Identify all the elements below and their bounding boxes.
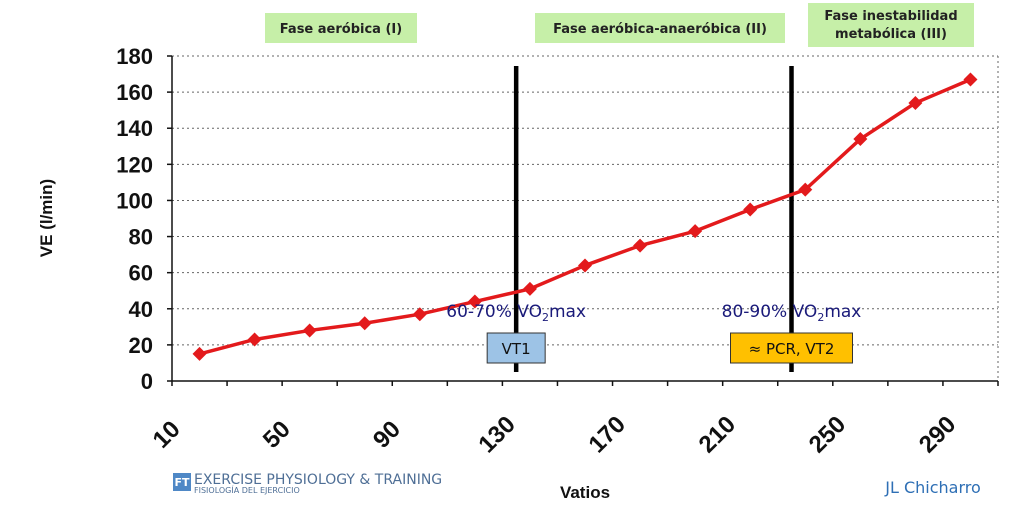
x-tick-label-50: 50 xyxy=(258,416,296,454)
x-axis-title: Vatios xyxy=(560,483,610,502)
data-point-80 xyxy=(357,316,372,331)
data-point-160 xyxy=(578,258,592,273)
y-axis-title: VE (l/min) xyxy=(37,179,56,257)
data-point-60 xyxy=(302,323,317,338)
data-point-280 xyxy=(908,95,923,110)
y-tick-label-40: 40 xyxy=(129,297,153,322)
data-point-120 xyxy=(467,294,482,309)
data-point-180 xyxy=(633,238,648,253)
x-tick-label-90: 90 xyxy=(368,416,406,454)
y-tick-label-80: 80 xyxy=(129,225,153,250)
x-tick-label-170: 170 xyxy=(584,411,631,458)
x-tick-label-130: 130 xyxy=(473,411,520,458)
phase-label-2-text: Fase aeróbica-anaeróbica (II) xyxy=(553,22,767,37)
threshold-box-label-2: ≈ PCR, VT2 xyxy=(749,340,835,358)
phase-labels: Fase aeróbica (I) Fase aeróbica-anaeróbi… xyxy=(265,3,974,47)
x-tick-label-10: 10 xyxy=(148,416,186,454)
x-tick-labels: 10 50 90 130 170 210 250 290 xyxy=(148,411,962,458)
phase-label-2: Fase aeróbica-anaeróbica (II) xyxy=(535,13,785,43)
author-credit: JL Chicharro xyxy=(884,478,981,497)
logo-mark-icon xyxy=(173,473,191,491)
threshold-box-label-1: VT1 xyxy=(502,340,531,358)
data-point-220 xyxy=(743,202,758,217)
y-tick-label-180: 180 xyxy=(116,44,153,69)
gridlines xyxy=(172,55,999,381)
y-tick-label-0: 0 xyxy=(141,369,153,394)
axes xyxy=(167,55,999,386)
logo-title: EXERCISE PHYSIOLOGY & TRAINING xyxy=(194,472,442,488)
phase-label-1: Fase aeróbica (I) xyxy=(265,13,417,43)
y-tick-label-20: 20 xyxy=(129,333,153,358)
x-tick-label-210: 210 xyxy=(694,411,741,458)
logo-mark-text: FT xyxy=(174,476,190,489)
threshold-box-1 xyxy=(486,332,546,364)
y-tick-label-100: 100 xyxy=(116,188,153,213)
exercise-physiology-logo: FT EXERCISE PHYSIOLOGY & TRAINING FISIOL… xyxy=(173,472,442,495)
logo-subtitle: FISIOLOGÍA DEL EJERCICIO xyxy=(194,484,300,495)
data-point-20 xyxy=(192,346,207,361)
y-tick-label-120: 120 xyxy=(116,152,153,177)
phase-label-3: Fase inestabilidad metabólica (III) xyxy=(808,3,974,47)
vo2-label-1: 60-70% VO2max xyxy=(446,302,586,324)
y-tick-label-140: 140 xyxy=(116,116,153,141)
data-point-40 xyxy=(247,332,262,347)
phase-label-1-text: Fase aeróbica (I) xyxy=(280,22,402,37)
data-point-240 xyxy=(798,182,813,197)
threshold-annotations: 60-70% VO2max VT1 80-90% VO2max ≈ PCR, VT2 xyxy=(446,302,862,364)
vo2-label-2: 80-90% VO2max xyxy=(722,302,862,324)
y-tick-label-60: 60 xyxy=(129,261,153,286)
phase-label-3-line1: Fase inestabilidad xyxy=(824,9,957,24)
threshold-lines xyxy=(513,66,794,372)
data-point-140 xyxy=(522,281,537,296)
threshold-box-2 xyxy=(730,332,853,364)
x-tick-label-250: 250 xyxy=(804,411,851,458)
data-point-300 xyxy=(963,72,978,87)
y-tick-label-160: 160 xyxy=(116,80,153,105)
data-point-100 xyxy=(412,307,427,322)
series-ve xyxy=(192,72,978,361)
y-tick-labels: 0 20 40 60 80 100 120 140 160 180 xyxy=(116,44,153,394)
phase-label-3-line2: metabólica (III) xyxy=(835,27,947,42)
data-point-200 xyxy=(688,224,703,239)
x-tick-label-290: 290 xyxy=(914,411,961,458)
data-point-260 xyxy=(853,132,868,147)
